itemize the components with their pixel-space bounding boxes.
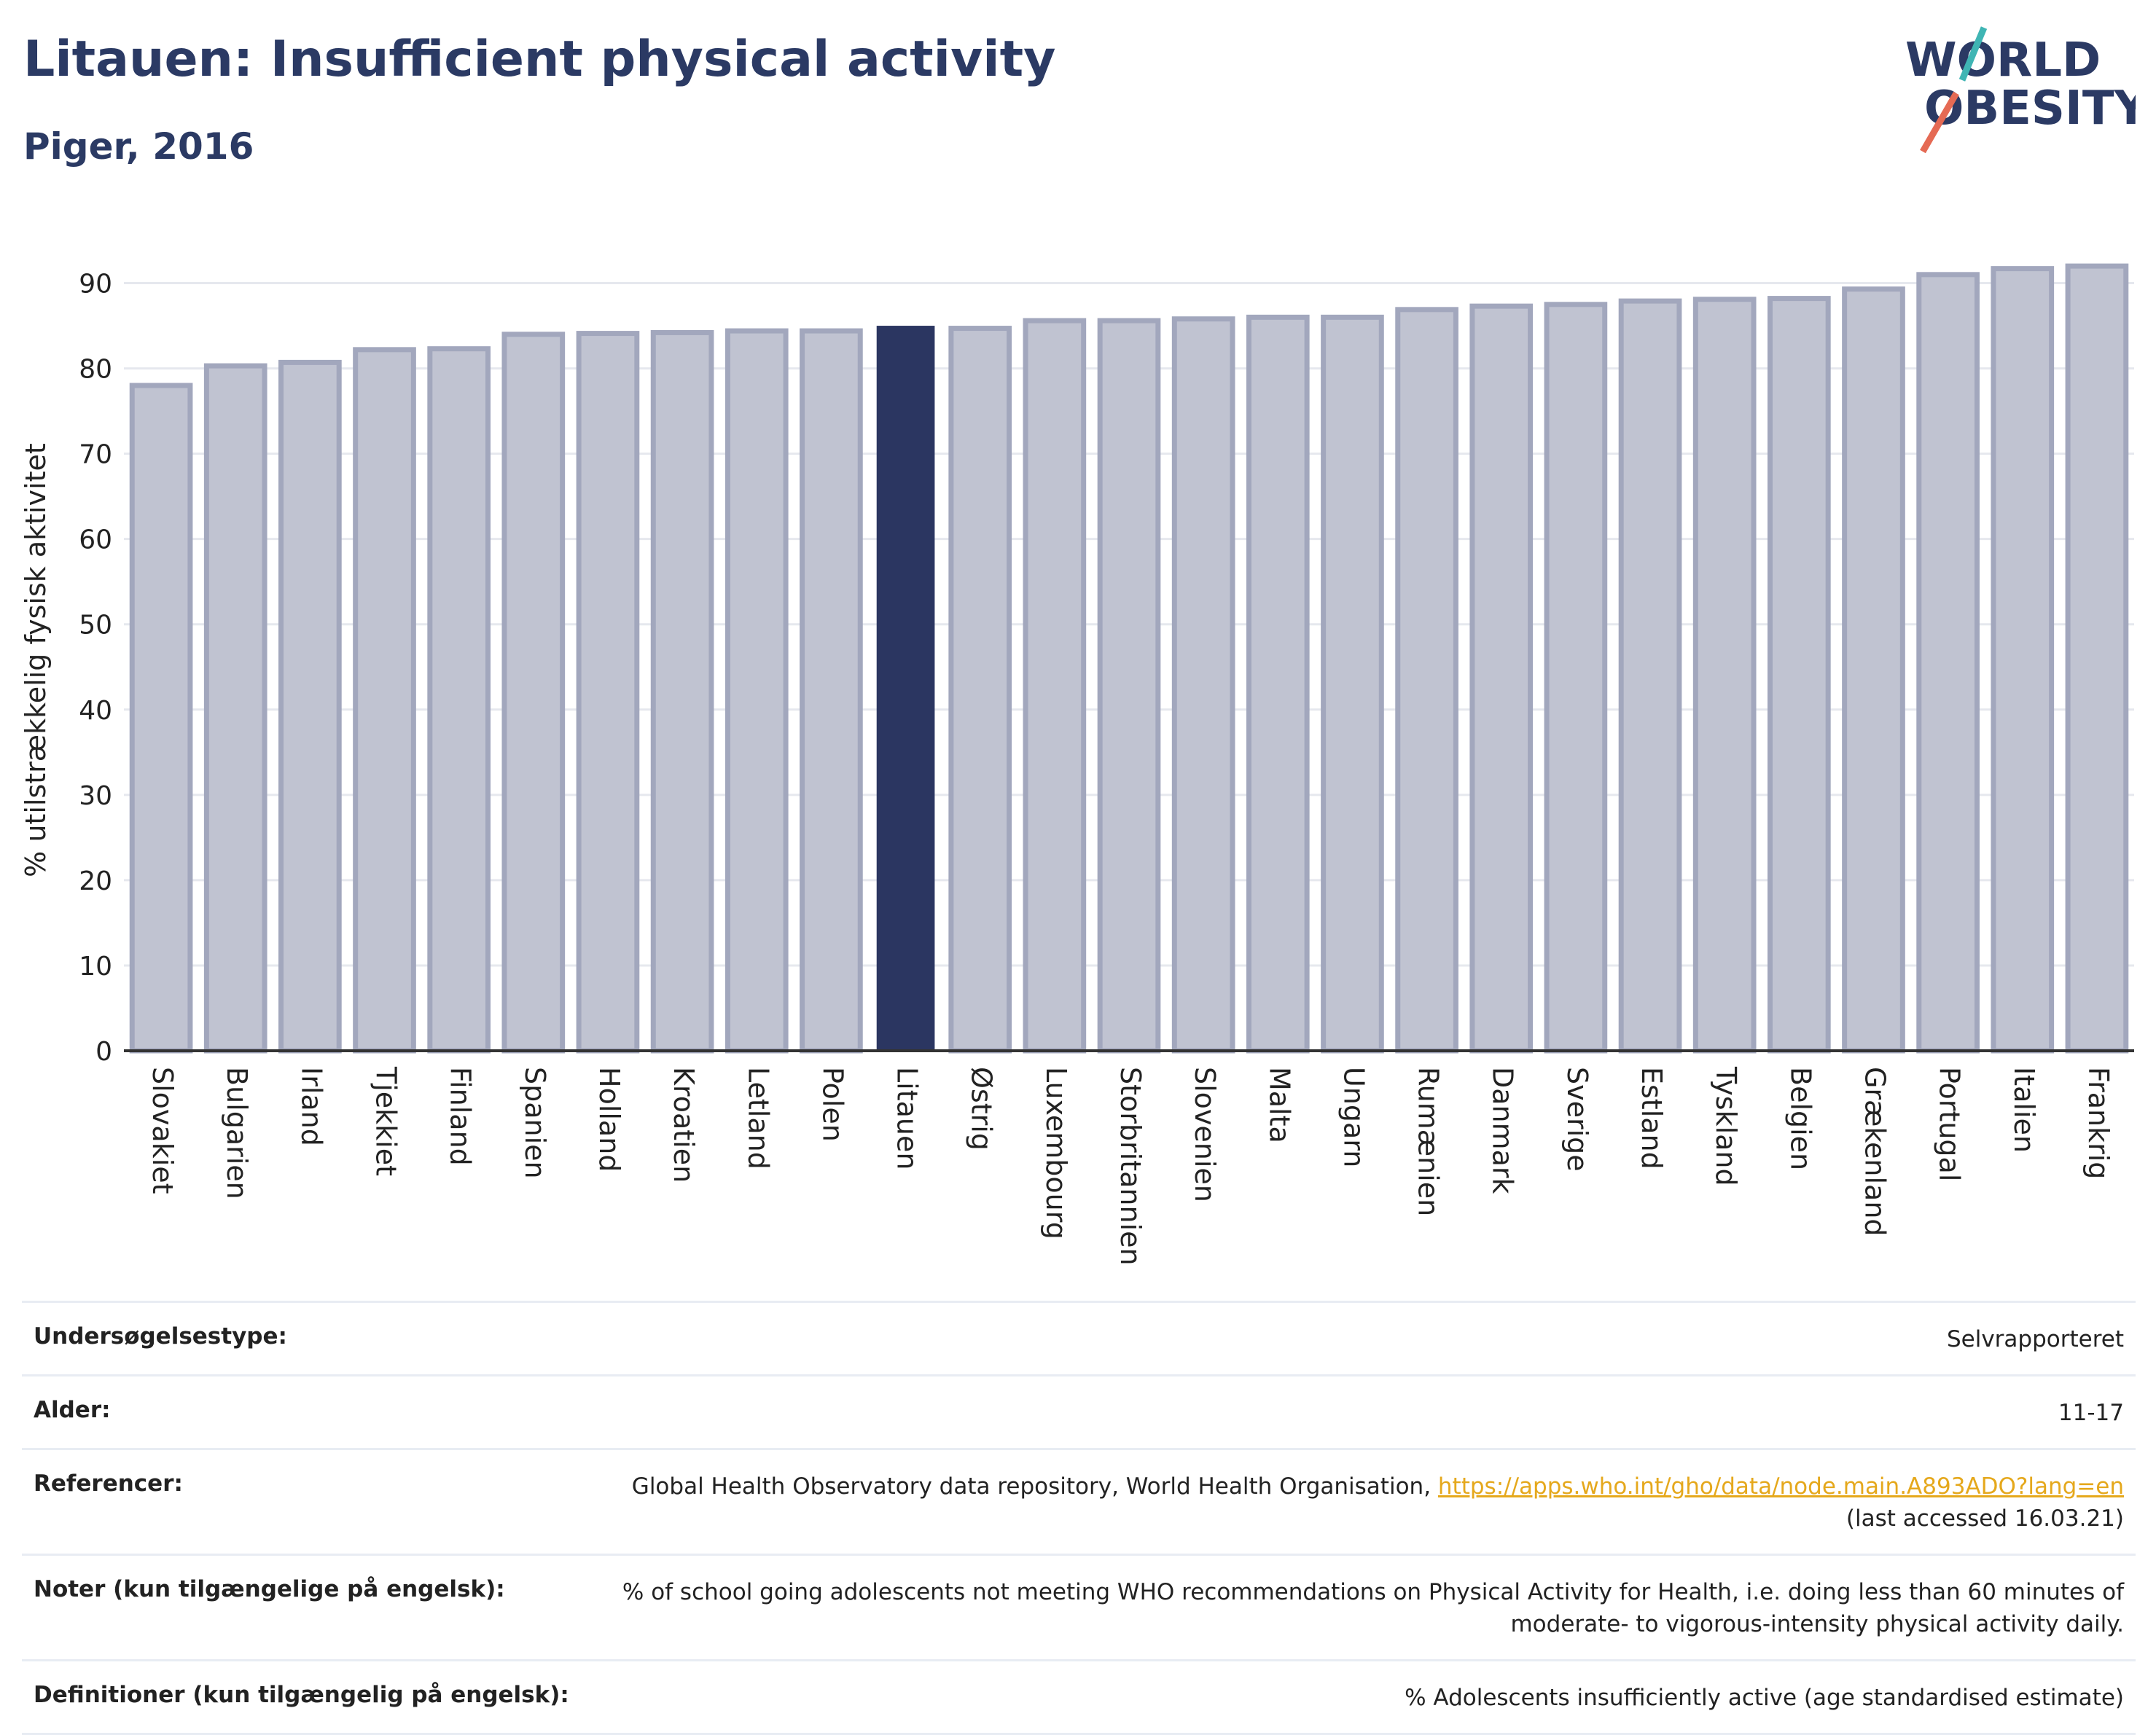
x-tick-label: Østrig — [966, 1067, 998, 1151]
x-tick-label: Irland — [295, 1067, 327, 1146]
y-tick-label: 0 — [95, 1037, 112, 1067]
y-axis-label: % utilstrækkelig fysisk aktivitet — [20, 443, 52, 877]
bar-grækenland — [1842, 286, 1905, 1054]
meta-row-definitions: Definitioner (kun tilgængelig på engelsk… — [22, 1659, 2136, 1735]
x-tick-label: Belgien — [1784, 1067, 1816, 1170]
bar-tjekkiet — [353, 347, 416, 1054]
page-title: Litauen: Insufficient physical activity — [23, 31, 1056, 88]
x-tick-label: Sverige — [1561, 1067, 1593, 1172]
bar-chart: 0 10 20 30 40 50 60 70 80 90 Slovakiet Bulgarien Ir… — [20, 263, 2134, 1266]
x-tick-label: Grækenland — [1859, 1067, 1891, 1237]
x-tick-label: Luxembourg — [1040, 1067, 1072, 1239]
bar-holland — [576, 331, 640, 1054]
bar-kroatien — [650, 329, 714, 1054]
meta-row-age: Alder: 11-17 — [22, 1374, 2136, 1450]
x-tick-label: Portugal — [1934, 1067, 1966, 1181]
bar-malta — [1246, 314, 1310, 1054]
bar-polen — [800, 328, 863, 1054]
y-tick-label: 10 — [79, 952, 112, 982]
reference-accessed: (last accessed 16.03.21) — [1846, 1505, 2124, 1532]
x-tick-label: Holland — [593, 1067, 625, 1172]
x-tick-label: Tyskland — [1710, 1066, 1742, 1186]
x-tick-label: Storbritannien — [1114, 1067, 1147, 1266]
meta-value: 11-17 — [602, 1374, 2136, 1450]
logo-line1: WORLD — [1905, 34, 2101, 87]
y-tick-label: 50 — [79, 611, 112, 641]
y-tick-label: 80 — [79, 355, 112, 385]
bar-frankrig — [2065, 263, 2129, 1054]
bar-slovenien — [1171, 316, 1235, 1054]
logo-line2: OBESITY — [1924, 82, 2136, 136]
bar-rumænien — [1395, 307, 1458, 1054]
meta-value: % Adolescents insufficiently active (age… — [602, 1659, 2136, 1735]
y-tick-label: 30 — [79, 781, 112, 811]
bar-letland — [724, 328, 789, 1054]
bar-østrig — [948, 326, 1012, 1054]
notes-line1: % of school going adolescents not meetin… — [622, 1579, 2124, 1605]
bar-slovakiet — [129, 383, 193, 1054]
x-tick-label: Litauen — [891, 1067, 923, 1170]
y-tick-label: 70 — [79, 440, 112, 470]
bar-irland — [278, 359, 342, 1054]
x-tick-label: Estland — [1636, 1067, 1668, 1170]
reference-link[interactable]: https://apps.who.int/gho/data/node.main.… — [1437, 1473, 2124, 1500]
bars — [129, 263, 2129, 1054]
meta-value: Selvrapporteret — [602, 1301, 2136, 1376]
logo-slash-bottom — [1920, 91, 1959, 153]
bar-belgien — [1767, 296, 1831, 1054]
x-tick-label: Letland — [742, 1067, 774, 1170]
bar-litauen — [876, 326, 935, 1051]
meta-row-references: Referencer: Global Health Observatory da… — [22, 1448, 2136, 1556]
x-tick-label: Bulgarien — [221, 1067, 253, 1199]
x-tick-label: Spanien — [519, 1067, 551, 1179]
x-tick-label: Malta — [1263, 1067, 1295, 1143]
x-tick-labels: Slovakiet Bulgarien Irland Tjekkiet Finland S… — [147, 1066, 2114, 1266]
y-tick-label: 60 — [79, 525, 112, 555]
meta-label: Undersøgelsestype: — [22, 1301, 602, 1376]
x-tick-label: Tjekkiet — [370, 1066, 402, 1176]
meta-label: Noter (kun tilgængelige på engelsk): — [22, 1554, 602, 1661]
bar-portugal — [1916, 272, 1980, 1054]
x-tick-label: Rumænien — [1413, 1067, 1445, 1216]
y-tick-labels: 0 10 20 30 40 50 60 70 80 90 — [79, 270, 112, 1067]
x-tick-label: Slovakiet — [147, 1067, 179, 1194]
x-tick-label: Danmark — [1487, 1067, 1519, 1194]
y-tick-label: 40 — [79, 696, 112, 726]
x-tick-label: Kroatien — [668, 1067, 700, 1183]
world-obesity-logo: WORLD OBESITY — [1905, 26, 2136, 153]
metadata-table: Undersøgelsestype: Selvrapporteret Alder… — [22, 1301, 2136, 1735]
x-tick-label: Finland — [445, 1067, 477, 1166]
x-tick-label: Italien — [2008, 1067, 2040, 1153]
meta-label: Definitioner (kun tilgængelig på engelsk… — [22, 1659, 602, 1735]
bar-finland — [427, 346, 491, 1054]
bar-tyskland — [1692, 297, 1757, 1054]
bar-italien — [1991, 266, 2055, 1054]
meta-value: % of school going adolescents not meetin… — [602, 1554, 2136, 1661]
meta-label: Referencer: — [22, 1448, 602, 1556]
bar-luxembourg — [1023, 318, 1087, 1054]
bar-storbritannien — [1097, 318, 1161, 1054]
logo-slash-top — [1958, 26, 1988, 82]
x-tick-label: Slovenien — [1189, 1067, 1221, 1202]
bar-spanien — [501, 332, 566, 1054]
meta-row-survey-type: Undersøgelsestype: Selvrapporteret — [22, 1301, 2136, 1376]
y-tick-label: 90 — [79, 270, 112, 299]
x-tick-label: Frankrig — [2082, 1067, 2114, 1179]
bar-ungarn — [1321, 314, 1384, 1054]
bar-danmark — [1469, 303, 1534, 1054]
page-subtitle: Piger, 2016 — [23, 125, 254, 168]
reference-text: Global Health Observatory data repositor… — [631, 1473, 1438, 1500]
bar-bulgarien — [203, 363, 267, 1054]
bar-estland — [1618, 298, 1682, 1054]
meta-row-notes: Noter (kun tilgængelige på engelsk): % o… — [22, 1554, 2136, 1661]
y-tick-label: 20 — [79, 866, 112, 896]
meta-value: Global Health Observatory data repositor… — [602, 1448, 2136, 1556]
x-tick-label: Ungarn — [1337, 1067, 1370, 1167]
x-tick-label: Polen — [816, 1067, 848, 1142]
notes-line2: moderate- to vigorous-intensity physical… — [1510, 1611, 2124, 1637]
meta-label: Alder: — [22, 1374, 602, 1450]
bar-sverige — [1544, 302, 1608, 1054]
